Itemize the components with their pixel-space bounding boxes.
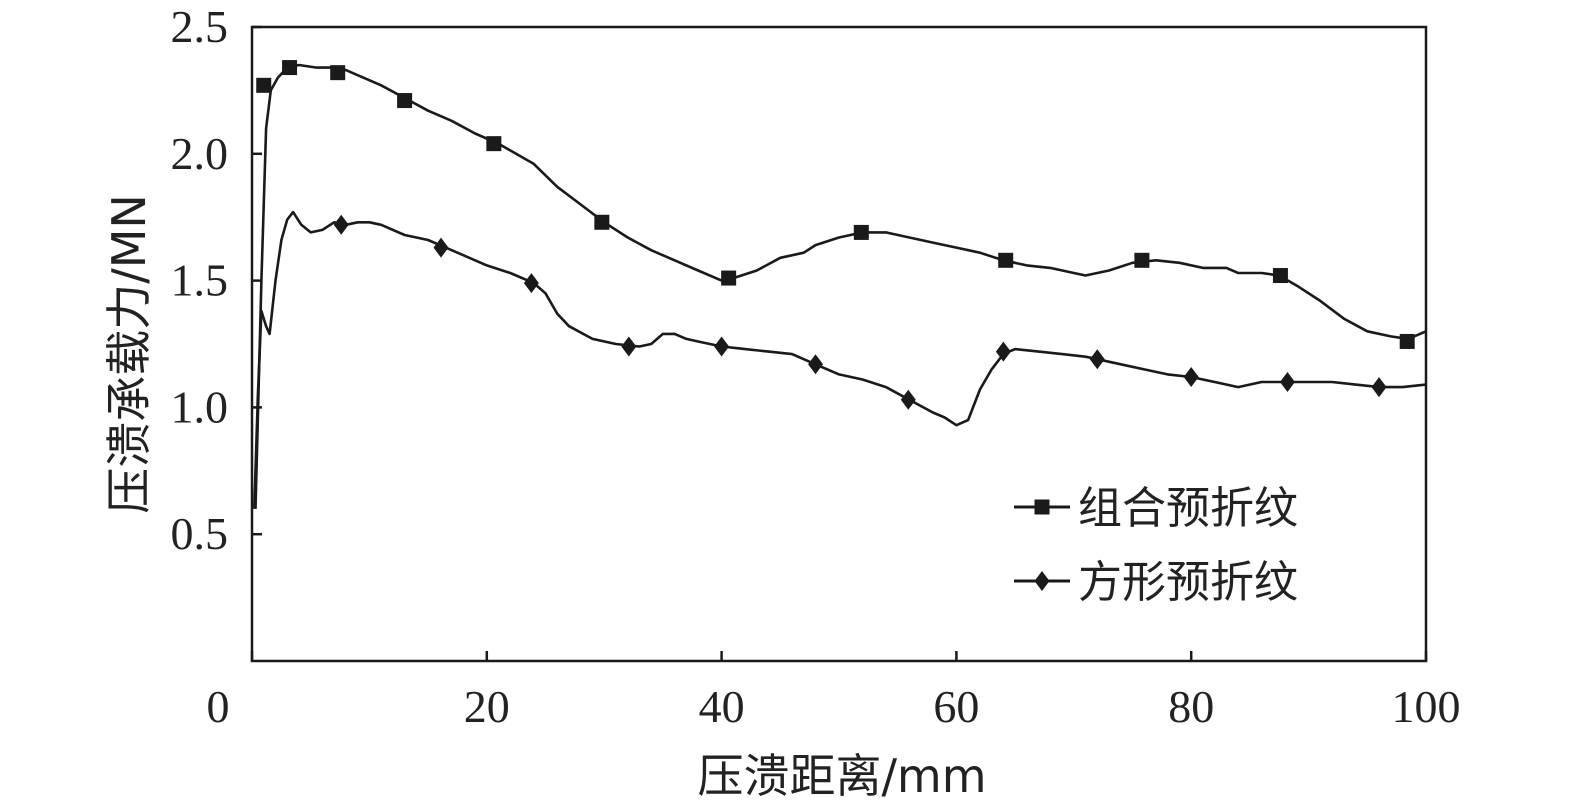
- legend-marker-diamond: [1034, 571, 1050, 591]
- series-line-1: [253, 210, 1427, 509]
- y-tick-label: 0.5: [171, 508, 229, 559]
- data-point-diamond: [1371, 377, 1387, 398]
- x-tick-label: 20: [464, 681, 510, 732]
- series-layer: [253, 60, 1427, 509]
- legend-label-combined: 组合预折纹: [1078, 483, 1298, 534]
- data-point-diamond: [433, 237, 449, 258]
- plot-frame: [250, 25, 1428, 663]
- y-tick-label: 2.0: [171, 128, 229, 179]
- legend-marker-square: [1034, 499, 1050, 515]
- y-tick-label: 2.5: [171, 1, 229, 52]
- data-point-diamond: [808, 354, 824, 375]
- x-tick-label: 100: [1392, 681, 1461, 732]
- data-point-square: [1399, 333, 1415, 349]
- data-point-square: [486, 136, 502, 152]
- data-point-square: [1134, 252, 1150, 268]
- data-point-square: [721, 270, 737, 286]
- data-point-diamond: [1183, 366, 1199, 387]
- x-axis-ticks: 0 20 40 60 80 100: [207, 651, 1461, 732]
- data-point-diamond: [714, 336, 730, 357]
- x-tick-label: 80: [1168, 681, 1214, 732]
- data-point-square: [256, 77, 272, 93]
- legend-label-square: 方形预折纹: [1078, 557, 1298, 608]
- data-point-square: [397, 93, 413, 109]
- data-point-diamond: [333, 214, 349, 235]
- data-point-diamond: [1089, 349, 1105, 370]
- data-point-square: [330, 65, 346, 81]
- data-point-square: [594, 214, 610, 230]
- x-tick-label: 60: [933, 681, 979, 732]
- data-point-diamond: [1279, 372, 1295, 393]
- y-axis-title: 压溃承载力/MN: [102, 194, 156, 514]
- series-line-0: [254, 63, 1427, 509]
- data-point-diamond: [995, 341, 1011, 362]
- legend-item-square: 方形预折纹: [1014, 557, 1298, 608]
- y-tick-label: 1.0: [171, 381, 229, 432]
- legend: 组合预折纹 方形预折纹: [1014, 483, 1298, 608]
- legend-item-combined: 组合预折纹: [1014, 483, 1298, 534]
- x-axis-title: 压溃距离/mm: [697, 749, 986, 803]
- x-tick-label: 0: [207, 681, 230, 732]
- y-axis-ticks: 0.5 1.0 1.5 2.0 2.5: [171, 1, 262, 559]
- data-point-square: [853, 224, 869, 240]
- data-point-square: [282, 60, 298, 76]
- y-tick-label: 1.5: [171, 255, 229, 306]
- data-point-diamond: [621, 336, 637, 357]
- data-point-square: [998, 252, 1014, 268]
- plot-area: [250, 25, 1428, 663]
- data-point-square: [1272, 268, 1288, 284]
- data-point-diamond: [900, 389, 916, 410]
- x-tick-label: 40: [699, 681, 745, 732]
- data-point-diamond: [523, 273, 539, 294]
